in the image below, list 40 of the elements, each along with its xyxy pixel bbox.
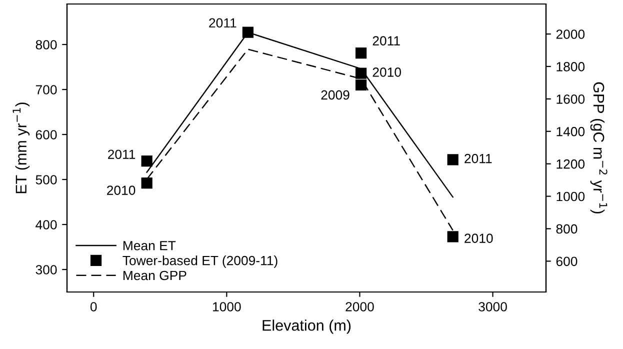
annotation: 2011 <box>209 18 236 28</box>
annotation: 2010 <box>107 186 136 195</box>
legend-label: Tower-based ET (2009-11) <box>122 256 278 268</box>
annotation: 2010 <box>372 68 401 77</box>
annotation: 2010 <box>464 234 493 243</box>
legend-label: Mean GPP <box>124 270 186 280</box>
x-tick-label: 0 <box>90 302 97 312</box>
point <box>355 68 367 79</box>
point <box>242 26 254 38</box>
annotation: 2011 <box>108 150 136 160</box>
x-axis-title: Elevation (m) <box>262 320 351 334</box>
y2-tick-label: 1200 <box>556 159 585 169</box>
y2-tick-label: 1000 <box>556 192 585 202</box>
x-tick-label: 1000 <box>213 302 241 312</box>
y2-axis-title: GPP (gC m$^{−2}$ yr$^{−1}$) <box>590 82 608 214</box>
point <box>447 154 458 166</box>
x-tick-label: 3000 <box>478 302 507 312</box>
legend-label: Mean ET <box>124 241 176 250</box>
y2-tick-label: 1600 <box>556 94 585 104</box>
annotation: 2011 <box>464 154 492 164</box>
y-tick-label: 500 <box>36 175 57 184</box>
point <box>355 47 367 59</box>
y-tick-label: 800 <box>36 40 57 50</box>
y-tick-label: 700 <box>36 85 57 94</box>
y-tick-label: 400 <box>36 220 57 230</box>
annotation: 2011 <box>372 36 400 46</box>
point <box>141 178 152 189</box>
y2-tick-label: 800 <box>556 224 578 234</box>
y-axis-title: ET (mm yr$^{−1}$) <box>12 102 30 194</box>
annotation: 2009 <box>321 90 350 100</box>
point <box>355 79 367 91</box>
y2-tick-label: 600 <box>556 256 578 266</box>
y2-tick-label: 1400 <box>556 126 585 136</box>
y2-tick-label: 1800 <box>556 62 585 72</box>
y-tick-label: 600 <box>36 130 57 140</box>
point <box>141 155 152 167</box>
y-tick-label: 300 <box>36 265 57 274</box>
y2-tick-label: 2000 <box>556 30 585 39</box>
point <box>447 231 458 242</box>
x-tick-label: 2000 <box>346 302 374 312</box>
